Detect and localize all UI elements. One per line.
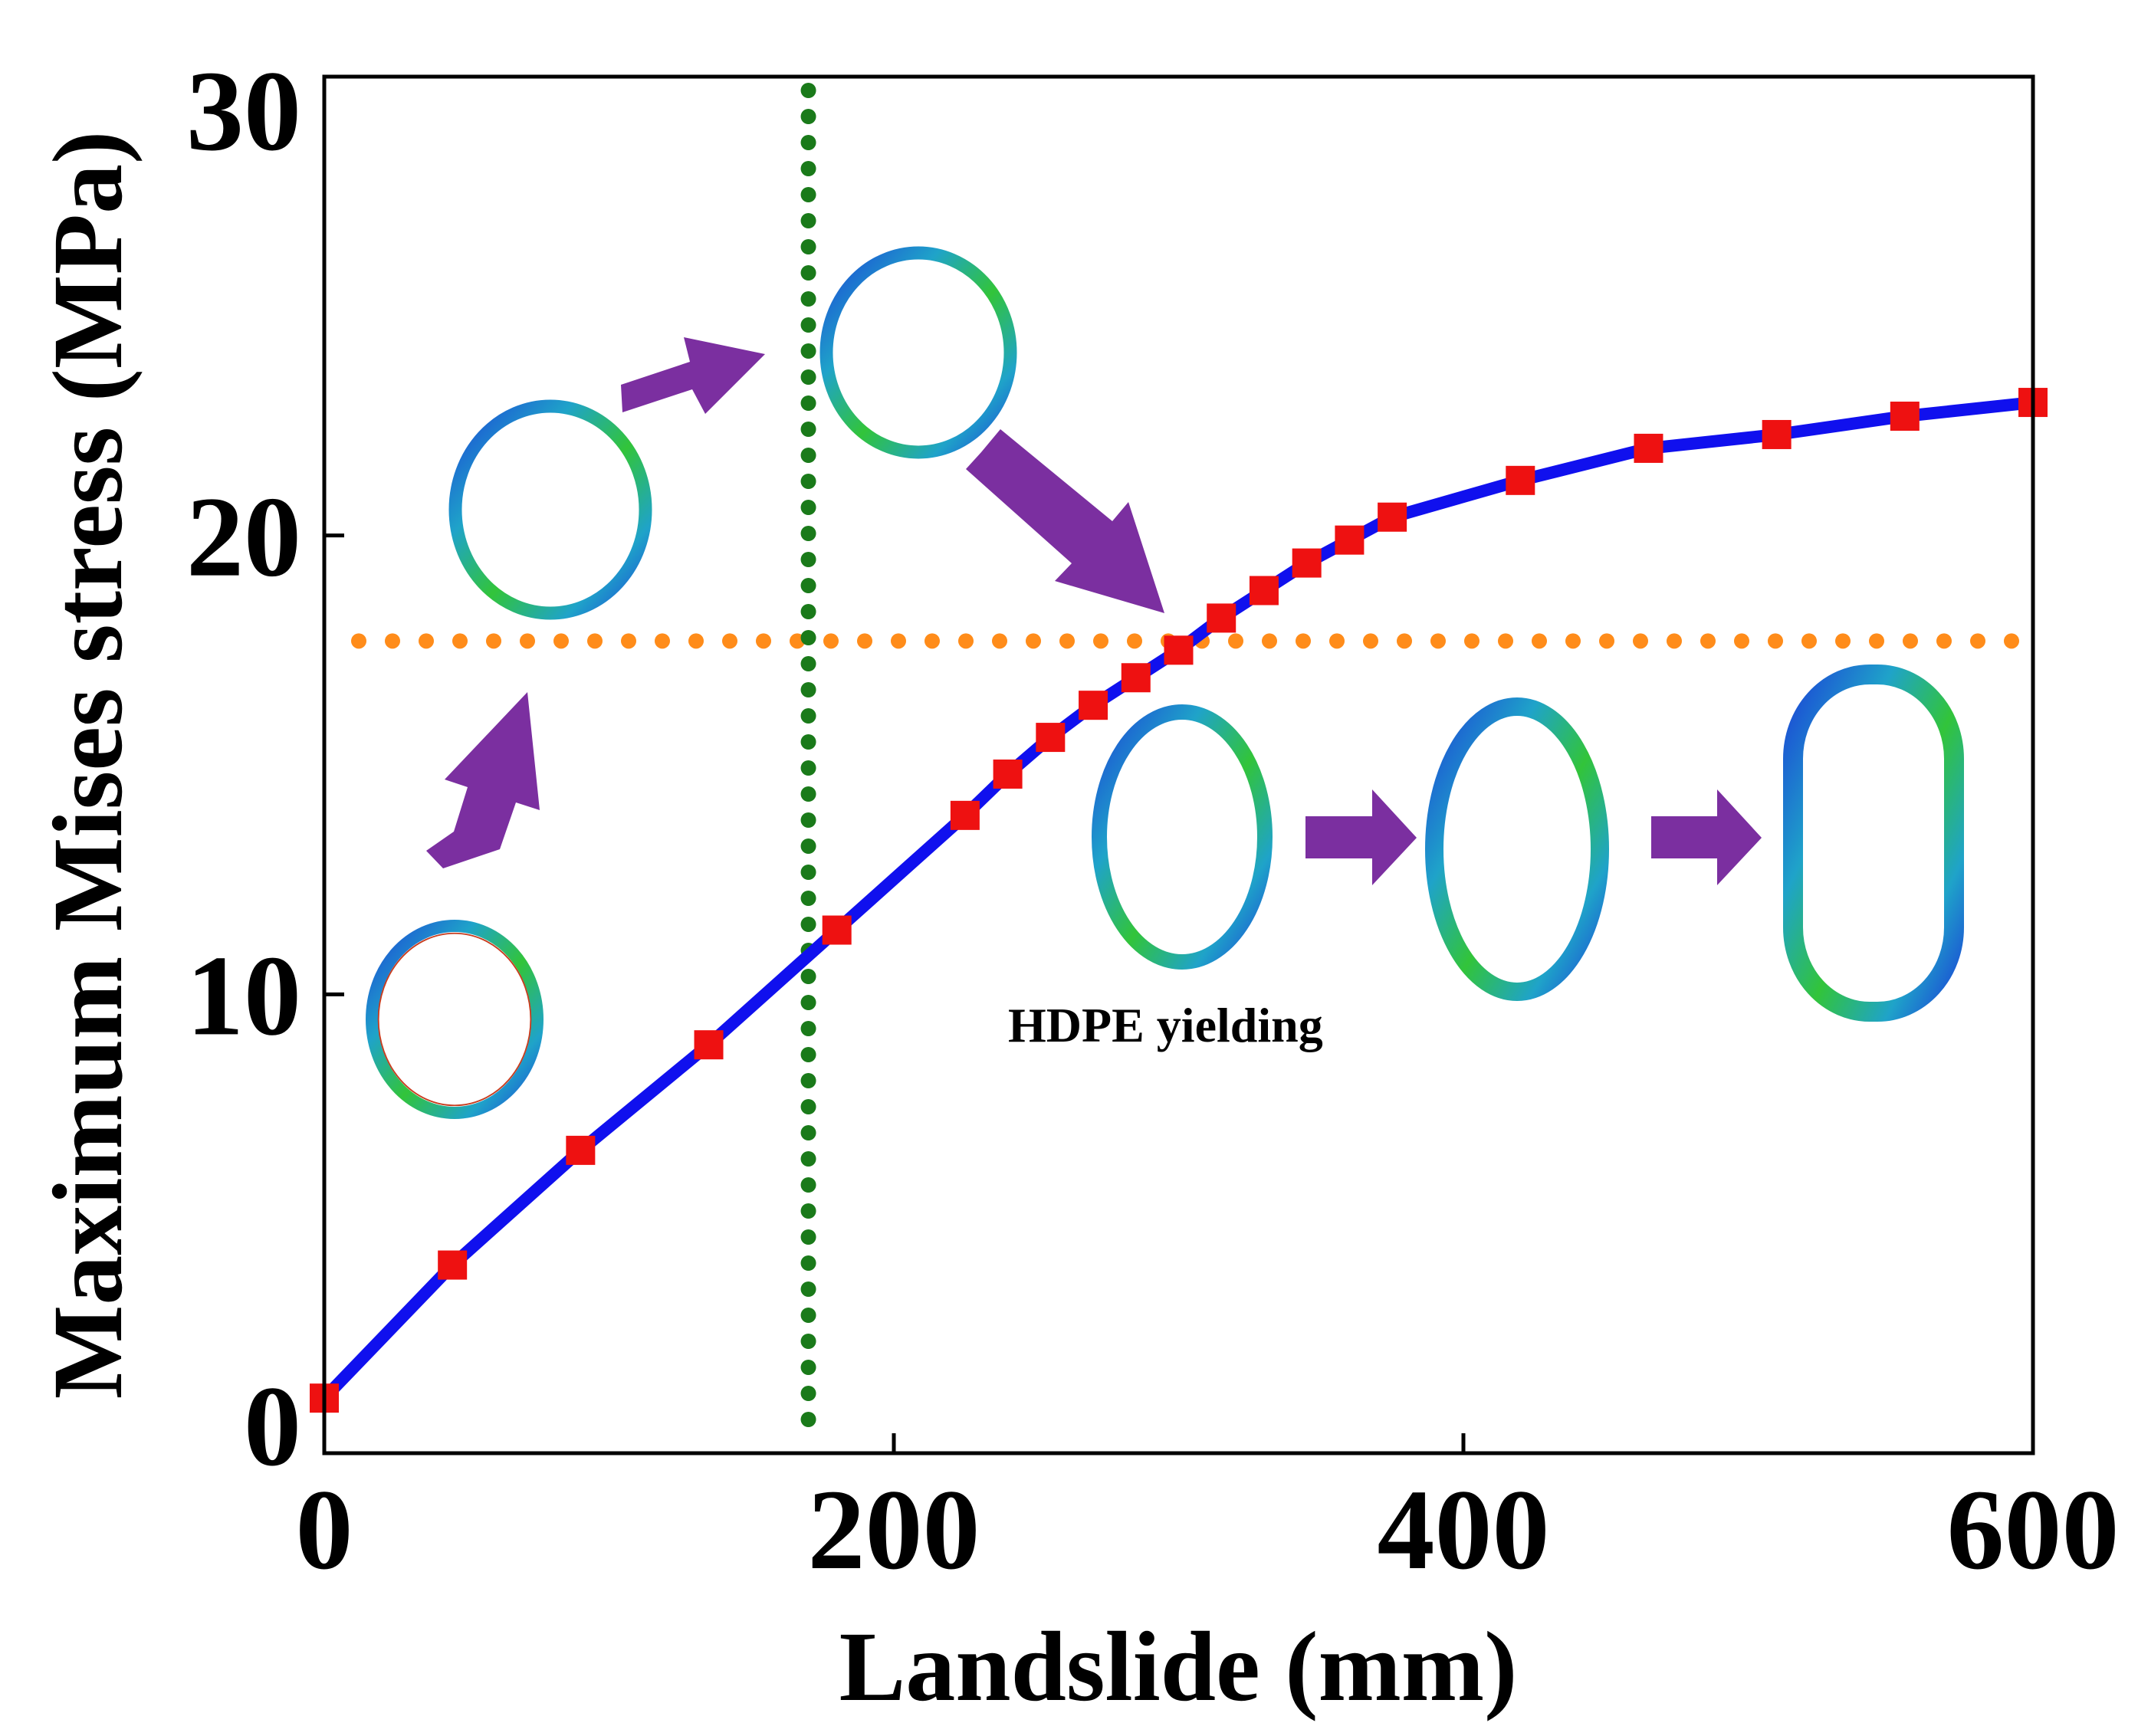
pipe-cross-section-4 xyxy=(1092,704,1273,970)
arrow-icon xyxy=(966,429,1164,613)
data-point xyxy=(566,1135,596,1165)
series-line xyxy=(318,396,2039,1405)
data-point xyxy=(1378,502,1407,532)
y-tick-label: 10 xyxy=(186,932,301,1059)
y-tick-label: 0 xyxy=(244,1363,301,1490)
data-point xyxy=(438,1250,468,1280)
pipe-cross-section-2 xyxy=(448,399,652,620)
y-axis-title: Maximum Mises stress (MPa) xyxy=(33,131,143,1400)
x-axis-title: Landslide (mm) xyxy=(839,1612,1518,1722)
y-axis: 0 10 20 30 xyxy=(186,48,344,1490)
x-tick-label: 0 xyxy=(296,1466,353,1593)
arrow-icon xyxy=(1305,789,1417,885)
data-point xyxy=(1890,402,1920,432)
data-point xyxy=(1164,635,1194,665)
arrows xyxy=(426,337,1762,885)
data-point xyxy=(1634,433,1663,463)
arrow-icon xyxy=(621,337,765,414)
reference-lines xyxy=(351,83,2041,1438)
data-point xyxy=(1121,663,1151,693)
pipe-cross-section-5 xyxy=(1425,697,1609,1001)
y-tick-label: 20 xyxy=(186,474,301,601)
x-tick-label: 400 xyxy=(1378,1466,1550,1593)
data-point xyxy=(1506,465,1535,495)
pipe-cross-section-3 xyxy=(819,246,1017,459)
data-point xyxy=(822,915,852,945)
data-point xyxy=(1036,723,1066,753)
pipe-cross-section-1 xyxy=(366,920,544,1119)
data-point xyxy=(1079,691,1108,720)
data-point xyxy=(1335,525,1365,555)
data-point xyxy=(1762,419,1792,449)
series-markers xyxy=(310,388,2048,1413)
data-point xyxy=(1207,603,1236,633)
data-point xyxy=(993,759,1023,789)
x-tick-label: 200 xyxy=(808,1466,980,1593)
data-point xyxy=(1249,576,1279,605)
plot-frame xyxy=(322,74,2035,1455)
y-tick-label: 30 xyxy=(186,48,301,175)
data-point xyxy=(694,1030,724,1060)
arrow-icon xyxy=(1651,789,1762,885)
x-axis: 0 200 400 600 xyxy=(296,1433,2120,1593)
pipe-cross-section-6 xyxy=(1783,665,1964,1022)
data-point xyxy=(950,800,980,830)
data-point xyxy=(1292,548,1322,578)
insets xyxy=(366,246,1964,1119)
arrow-icon xyxy=(426,692,540,868)
annotation-hdpe-yielding: HDPE yielding xyxy=(1008,998,1323,1052)
x-tick-label: 600 xyxy=(1947,1466,2120,1593)
